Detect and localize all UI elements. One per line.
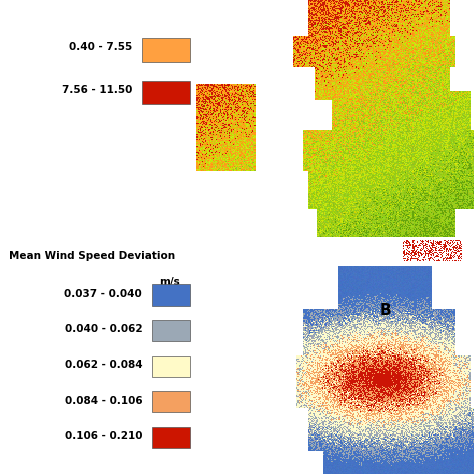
Text: 0.037 - 0.040: 0.037 - 0.040 (64, 289, 142, 299)
Bar (152, 427, 190, 448)
Text: m/s: m/s (159, 277, 180, 287)
Text: 0.084 - 0.106: 0.084 - 0.106 (64, 395, 142, 406)
Text: 0.106 - 0.210: 0.106 - 0.210 (64, 431, 142, 441)
Bar (152, 356, 190, 377)
Text: 0.040 - 0.062: 0.040 - 0.062 (64, 324, 142, 335)
Text: 7.56 - 11.50: 7.56 - 11.50 (63, 85, 133, 95)
Bar (142, 38, 190, 62)
Text: 0.40 - 7.55: 0.40 - 7.55 (70, 42, 133, 53)
Bar (152, 391, 190, 412)
Bar (142, 81, 190, 104)
Text: B: B (379, 303, 391, 319)
Text: 0.062 - 0.084: 0.062 - 0.084 (64, 360, 142, 370)
Bar (152, 320, 190, 341)
Text: Mean Wind Speed Deviation: Mean Wind Speed Deviation (9, 251, 175, 261)
Bar (152, 284, 190, 306)
